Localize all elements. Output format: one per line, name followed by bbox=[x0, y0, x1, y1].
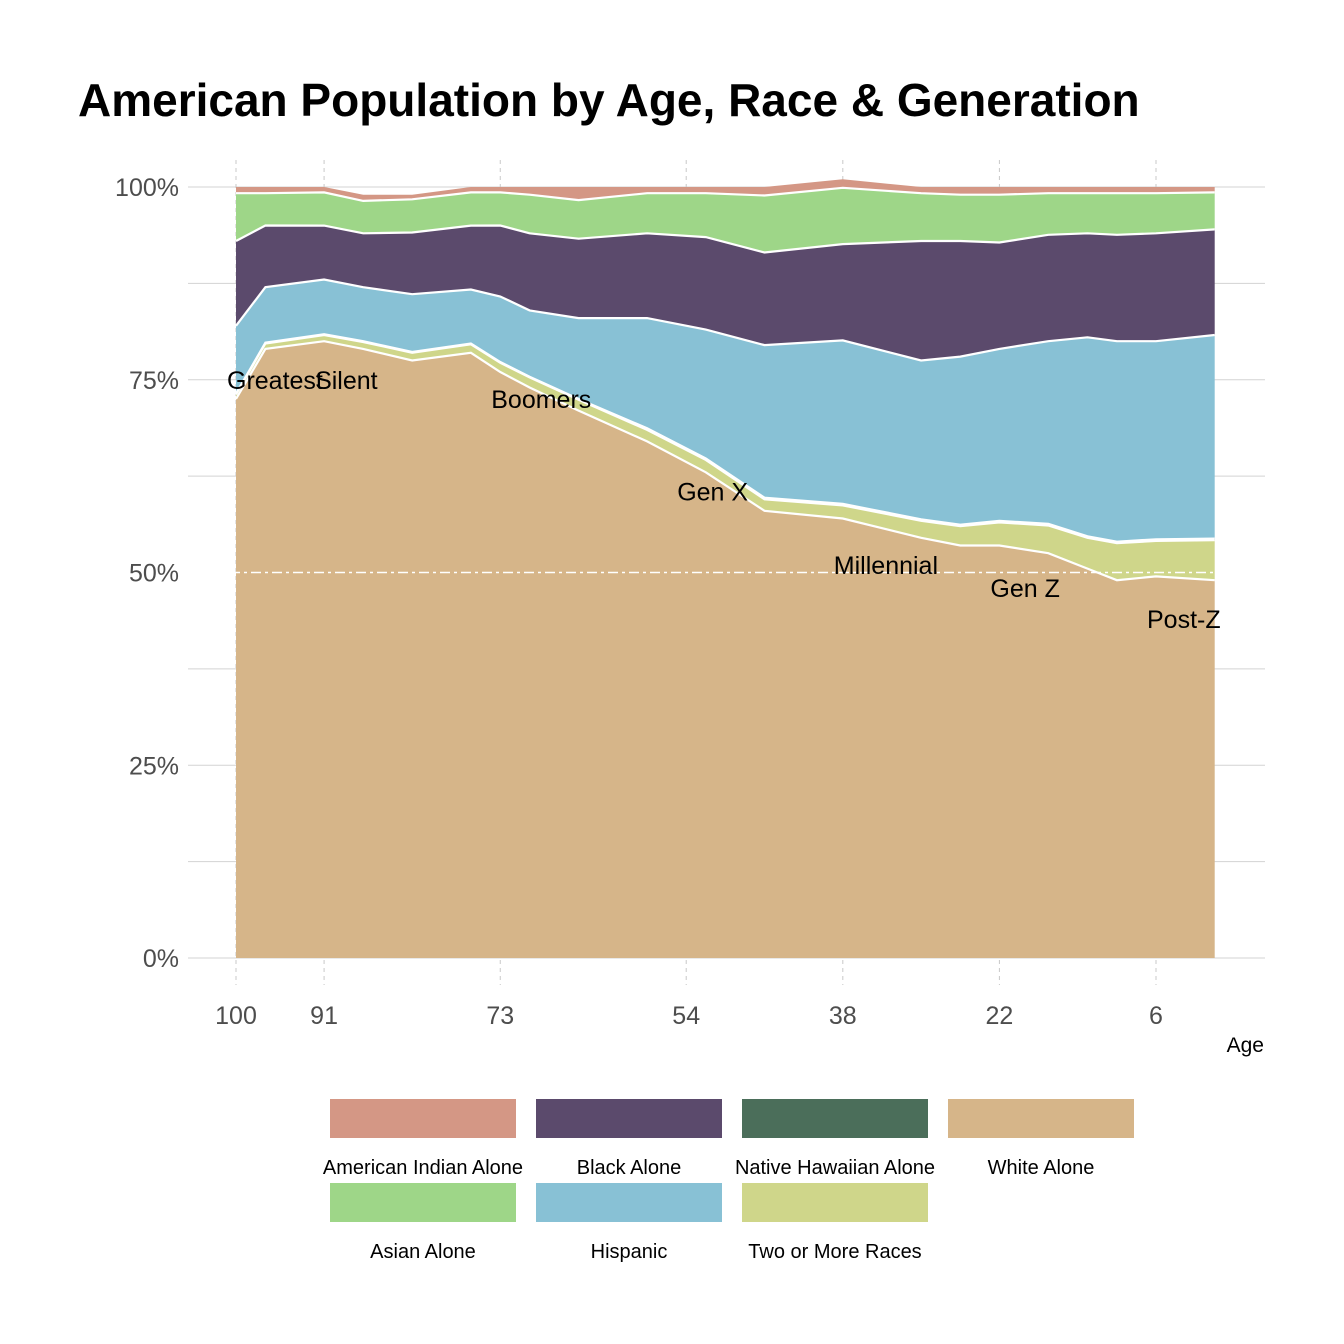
y-tick-label: 0% bbox=[143, 945, 179, 973]
legend-label: Black Alone bbox=[577, 1157, 682, 1179]
annotation-gen-x: Gen X bbox=[677, 479, 748, 507]
chart-title: American Population by Age, Race & Gener… bbox=[78, 74, 1140, 126]
legend-swatch bbox=[742, 1183, 928, 1222]
legend-swatch bbox=[948, 1099, 1134, 1138]
legend-swatch bbox=[330, 1099, 516, 1138]
layer-separator bbox=[235, 333, 1215, 543]
layer-separator bbox=[235, 224, 1215, 254]
x-tick-label: 6 bbox=[1149, 1002, 1163, 1030]
area-american-indian-alone bbox=[236, 179, 1215, 201]
y-tick-label: 50% bbox=[129, 560, 179, 588]
legend: American Indian Alone Black Alone Native H… bbox=[323, 1099, 1134, 1263]
legend-label: American Indian Alone bbox=[323, 1157, 523, 1179]
area-two-or-more-races bbox=[236, 335, 1215, 581]
x-tick-label: 38 bbox=[829, 1002, 857, 1030]
y-tick-label: 25% bbox=[129, 752, 179, 780]
area-layers bbox=[235, 179, 1215, 958]
annotation-gen-z: Gen Z bbox=[990, 575, 1059, 603]
x-axis: 100 91 73 54 38 22 6 bbox=[215, 1002, 1163, 1030]
annotation-silent: Silent bbox=[315, 367, 378, 395]
legend-label: Hispanic bbox=[591, 1241, 668, 1263]
area-white-alone bbox=[236, 341, 1215, 958]
legend-label: White Alone bbox=[988, 1157, 1095, 1179]
y-tick-label: 100% bbox=[115, 174, 179, 202]
legend-swatch bbox=[742, 1099, 928, 1138]
legend-swatch bbox=[330, 1183, 516, 1222]
x-tick-label: 22 bbox=[985, 1002, 1013, 1030]
area-asian-alone bbox=[236, 187, 1215, 253]
x-tick-label: 73 bbox=[486, 1002, 514, 1030]
legend-item: Native Hawaiian Alone bbox=[735, 1099, 935, 1179]
legend-item: White Alone bbox=[948, 1099, 1134, 1179]
legend-item: Black Alone bbox=[536, 1099, 722, 1179]
legend-label: Native Hawaiian Alone bbox=[735, 1157, 935, 1179]
layer-separator bbox=[236, 186, 1215, 203]
x-tick-label: 54 bbox=[672, 1002, 700, 1030]
legend-item: Two or More Races bbox=[742, 1183, 928, 1263]
layer-separator bbox=[235, 340, 1215, 582]
annotation-boomers: Boomers bbox=[491, 386, 591, 414]
legend-item: Hispanic bbox=[536, 1183, 722, 1263]
legend-label: Two or More Races bbox=[748, 1241, 921, 1263]
legend-swatch bbox=[536, 1183, 722, 1222]
x-tick-label: 100 bbox=[215, 1002, 257, 1030]
layer-separator bbox=[235, 278, 1215, 362]
y-tick-label: 75% bbox=[129, 367, 179, 395]
annotation-millennial: Millennial bbox=[834, 552, 938, 580]
area-black-alone bbox=[236, 225, 1215, 361]
annotation-post-z: Post-Z bbox=[1147, 606, 1221, 634]
area-hispanic bbox=[236, 279, 1215, 542]
legend-swatch bbox=[536, 1099, 722, 1138]
x-tick-label: 91 bbox=[310, 1002, 338, 1030]
x-axis-label: Age bbox=[1227, 1034, 1264, 1057]
legend-item: Asian Alone bbox=[330, 1183, 516, 1263]
y-axis: 0% 25% 50% 75% 100% bbox=[115, 174, 179, 973]
annotation-greatest: Greatest bbox=[227, 367, 323, 395]
legend-label: Asian Alone bbox=[370, 1241, 476, 1263]
legend-item: American Indian Alone bbox=[323, 1099, 523, 1179]
